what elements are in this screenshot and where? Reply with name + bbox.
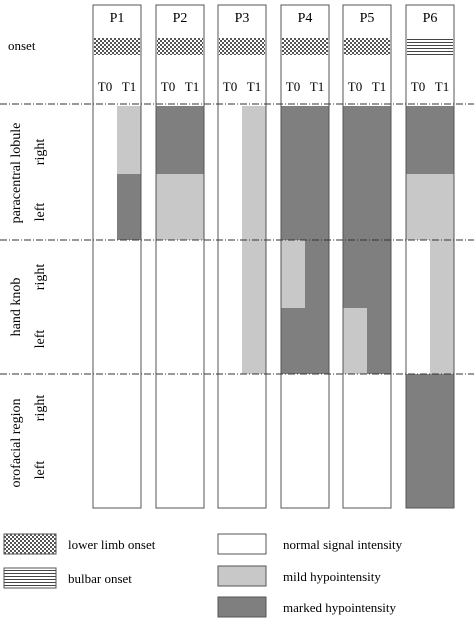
cell-p6-t1-row5 xyxy=(430,374,454,441)
onset-swatch-p5 xyxy=(344,38,390,55)
time-label-p1-t0: T0 xyxy=(98,79,112,94)
cell-p6-t1-row6 xyxy=(430,441,454,508)
cell-p1-t1-row2 xyxy=(117,174,141,240)
cell-p2-t0-row1 xyxy=(156,106,180,174)
legend-swatch-marked xyxy=(217,596,267,618)
cell-p3-t1-row2 xyxy=(242,174,266,240)
column-outline-p1 xyxy=(92,4,142,509)
cell-p2-t0-row2 xyxy=(156,174,180,240)
cell-p4-t1-row4 xyxy=(305,308,329,374)
patient-label-p3: P3 xyxy=(235,11,250,26)
patient-label-p1: P1 xyxy=(110,11,125,26)
side-label-orofacial-left: left xyxy=(33,461,48,480)
time-label-p1-t1: T1 xyxy=(122,79,136,94)
cell-p3-t1-row1 xyxy=(242,106,266,174)
region-labels: paracentral lobule right left hand knob … xyxy=(9,123,48,488)
cell-p6-t0-row2 xyxy=(406,174,430,240)
cell-p6-t0-row5 xyxy=(406,374,430,441)
side-label-paracentral-left: left xyxy=(33,203,48,222)
cell-p5-t0-row2 xyxy=(343,174,367,240)
column-outline-p2 xyxy=(155,4,205,509)
time-label-p5-t1: T1 xyxy=(372,79,386,94)
region-label-handknob: hand knob xyxy=(9,278,24,337)
onset-swatch-p3 xyxy=(219,38,265,55)
cell-p6-t1-row3 xyxy=(430,240,454,308)
time-label-p3-t1: T1 xyxy=(247,79,261,94)
patient-label-p6: P6 xyxy=(423,11,438,26)
cell-p5-t0-row1 xyxy=(343,106,367,174)
column-p4: P4 T0 T1 xyxy=(280,4,330,509)
column-p2: P2 T0 T1 xyxy=(155,4,205,509)
legend-label-lower-limb: lower limb onset xyxy=(68,537,156,552)
onset-swatch-p4 xyxy=(282,38,328,55)
column-outline-p5 xyxy=(342,4,392,509)
cell-p2-t1-row2 xyxy=(180,174,204,240)
region-label-paracentral: paracentral lobule xyxy=(9,123,24,224)
cell-p4-t0-row1 xyxy=(281,106,305,174)
cell-p4-t0-row3 xyxy=(281,240,305,308)
cell-p4-t0-row2 xyxy=(281,174,305,240)
cell-p2-t1-row1 xyxy=(180,106,204,174)
onset-swatch-p1 xyxy=(94,38,140,55)
legend-label-bulbar: bulbar onset xyxy=(68,571,132,586)
cell-p5-t1-row1 xyxy=(367,106,391,174)
column-outline-p4 xyxy=(280,4,330,509)
time-label-p6-t0: T0 xyxy=(411,79,425,94)
cell-p5-t0-row4 xyxy=(343,308,367,374)
time-label-p6-t1: T1 xyxy=(435,79,449,94)
cell-p6-t1-row1 xyxy=(430,106,454,174)
cell-p5-t1-row4 xyxy=(367,308,391,374)
column-p6: P6 T0 T1 xyxy=(405,4,455,509)
patient-label-p5: P5 xyxy=(360,11,375,26)
column-outline-p3 xyxy=(217,4,267,509)
row-separators xyxy=(0,103,474,375)
cell-p6-t1-row2 xyxy=(430,174,454,240)
time-label-p2-t1: T1 xyxy=(185,79,199,94)
legend-swatch-normal xyxy=(217,533,267,555)
cell-p3-t1-row3 xyxy=(242,240,266,308)
legend-swatch-lower-limb xyxy=(3,533,57,555)
legend-swatch-bulbar xyxy=(3,567,57,589)
column-outline-p6 xyxy=(405,4,455,509)
side-label-paracentral-right: right xyxy=(33,139,48,166)
cell-p4-t1-row3 xyxy=(305,240,329,308)
patient-label-p2: P2 xyxy=(173,11,188,26)
legend: lower limb onset bulbar onset normal sig… xyxy=(3,533,403,618)
legend-label-normal: normal signal intensity xyxy=(283,537,403,552)
legend-swatch-mild xyxy=(217,565,267,587)
onset-swatch-p2 xyxy=(157,38,203,55)
cell-p5-t1-row2 xyxy=(367,174,391,240)
column-p3: P3 T0 T1 xyxy=(217,4,267,509)
cell-p6-t0-row6 xyxy=(406,441,430,508)
side-label-handknob-left: left xyxy=(33,330,48,349)
patient-columns: P1 T0 T1 P2 T0 T1 P3 T0 T1 P4 T0 T1 P5 T0 T1 P6 T0 T1 xyxy=(92,4,455,509)
legend-label-mild: mild hypointensity xyxy=(283,569,381,584)
patient-label-p4: P4 xyxy=(298,11,313,26)
column-p1: P1 T0 T1 xyxy=(92,4,142,509)
cell-p5-t0-row3 xyxy=(343,240,367,308)
cell-p4-t1-row1 xyxy=(305,106,329,174)
side-label-handknob-right: right xyxy=(33,264,48,291)
cell-p1-t1-row1 xyxy=(117,106,141,174)
side-label-orofacial-right: right xyxy=(33,395,48,422)
cell-p5-t1-row3 xyxy=(367,240,391,308)
time-label-p5-t0: T0 xyxy=(348,79,362,94)
legend-label-marked: marked hypointensity xyxy=(283,600,397,615)
cell-p4-t0-row4 xyxy=(281,308,305,374)
time-label-p3-t0: T0 xyxy=(223,79,237,94)
time-label-p2-t0: T0 xyxy=(161,79,175,94)
cell-p4-t1-row2 xyxy=(305,174,329,240)
onset-label: onset xyxy=(8,38,36,53)
column-p5: P5 T0 T1 xyxy=(342,4,392,509)
cell-p6-t0-row1 xyxy=(406,106,430,174)
time-label-p4-t0: T0 xyxy=(286,79,300,94)
cell-p6-t1-row4 xyxy=(430,308,454,374)
cell-p3-t1-row4 xyxy=(242,308,266,374)
onset-swatch-p6 xyxy=(407,38,453,55)
region-label-orofacial: orofacial region xyxy=(9,398,24,487)
time-label-p4-t1: T1 xyxy=(310,79,324,94)
